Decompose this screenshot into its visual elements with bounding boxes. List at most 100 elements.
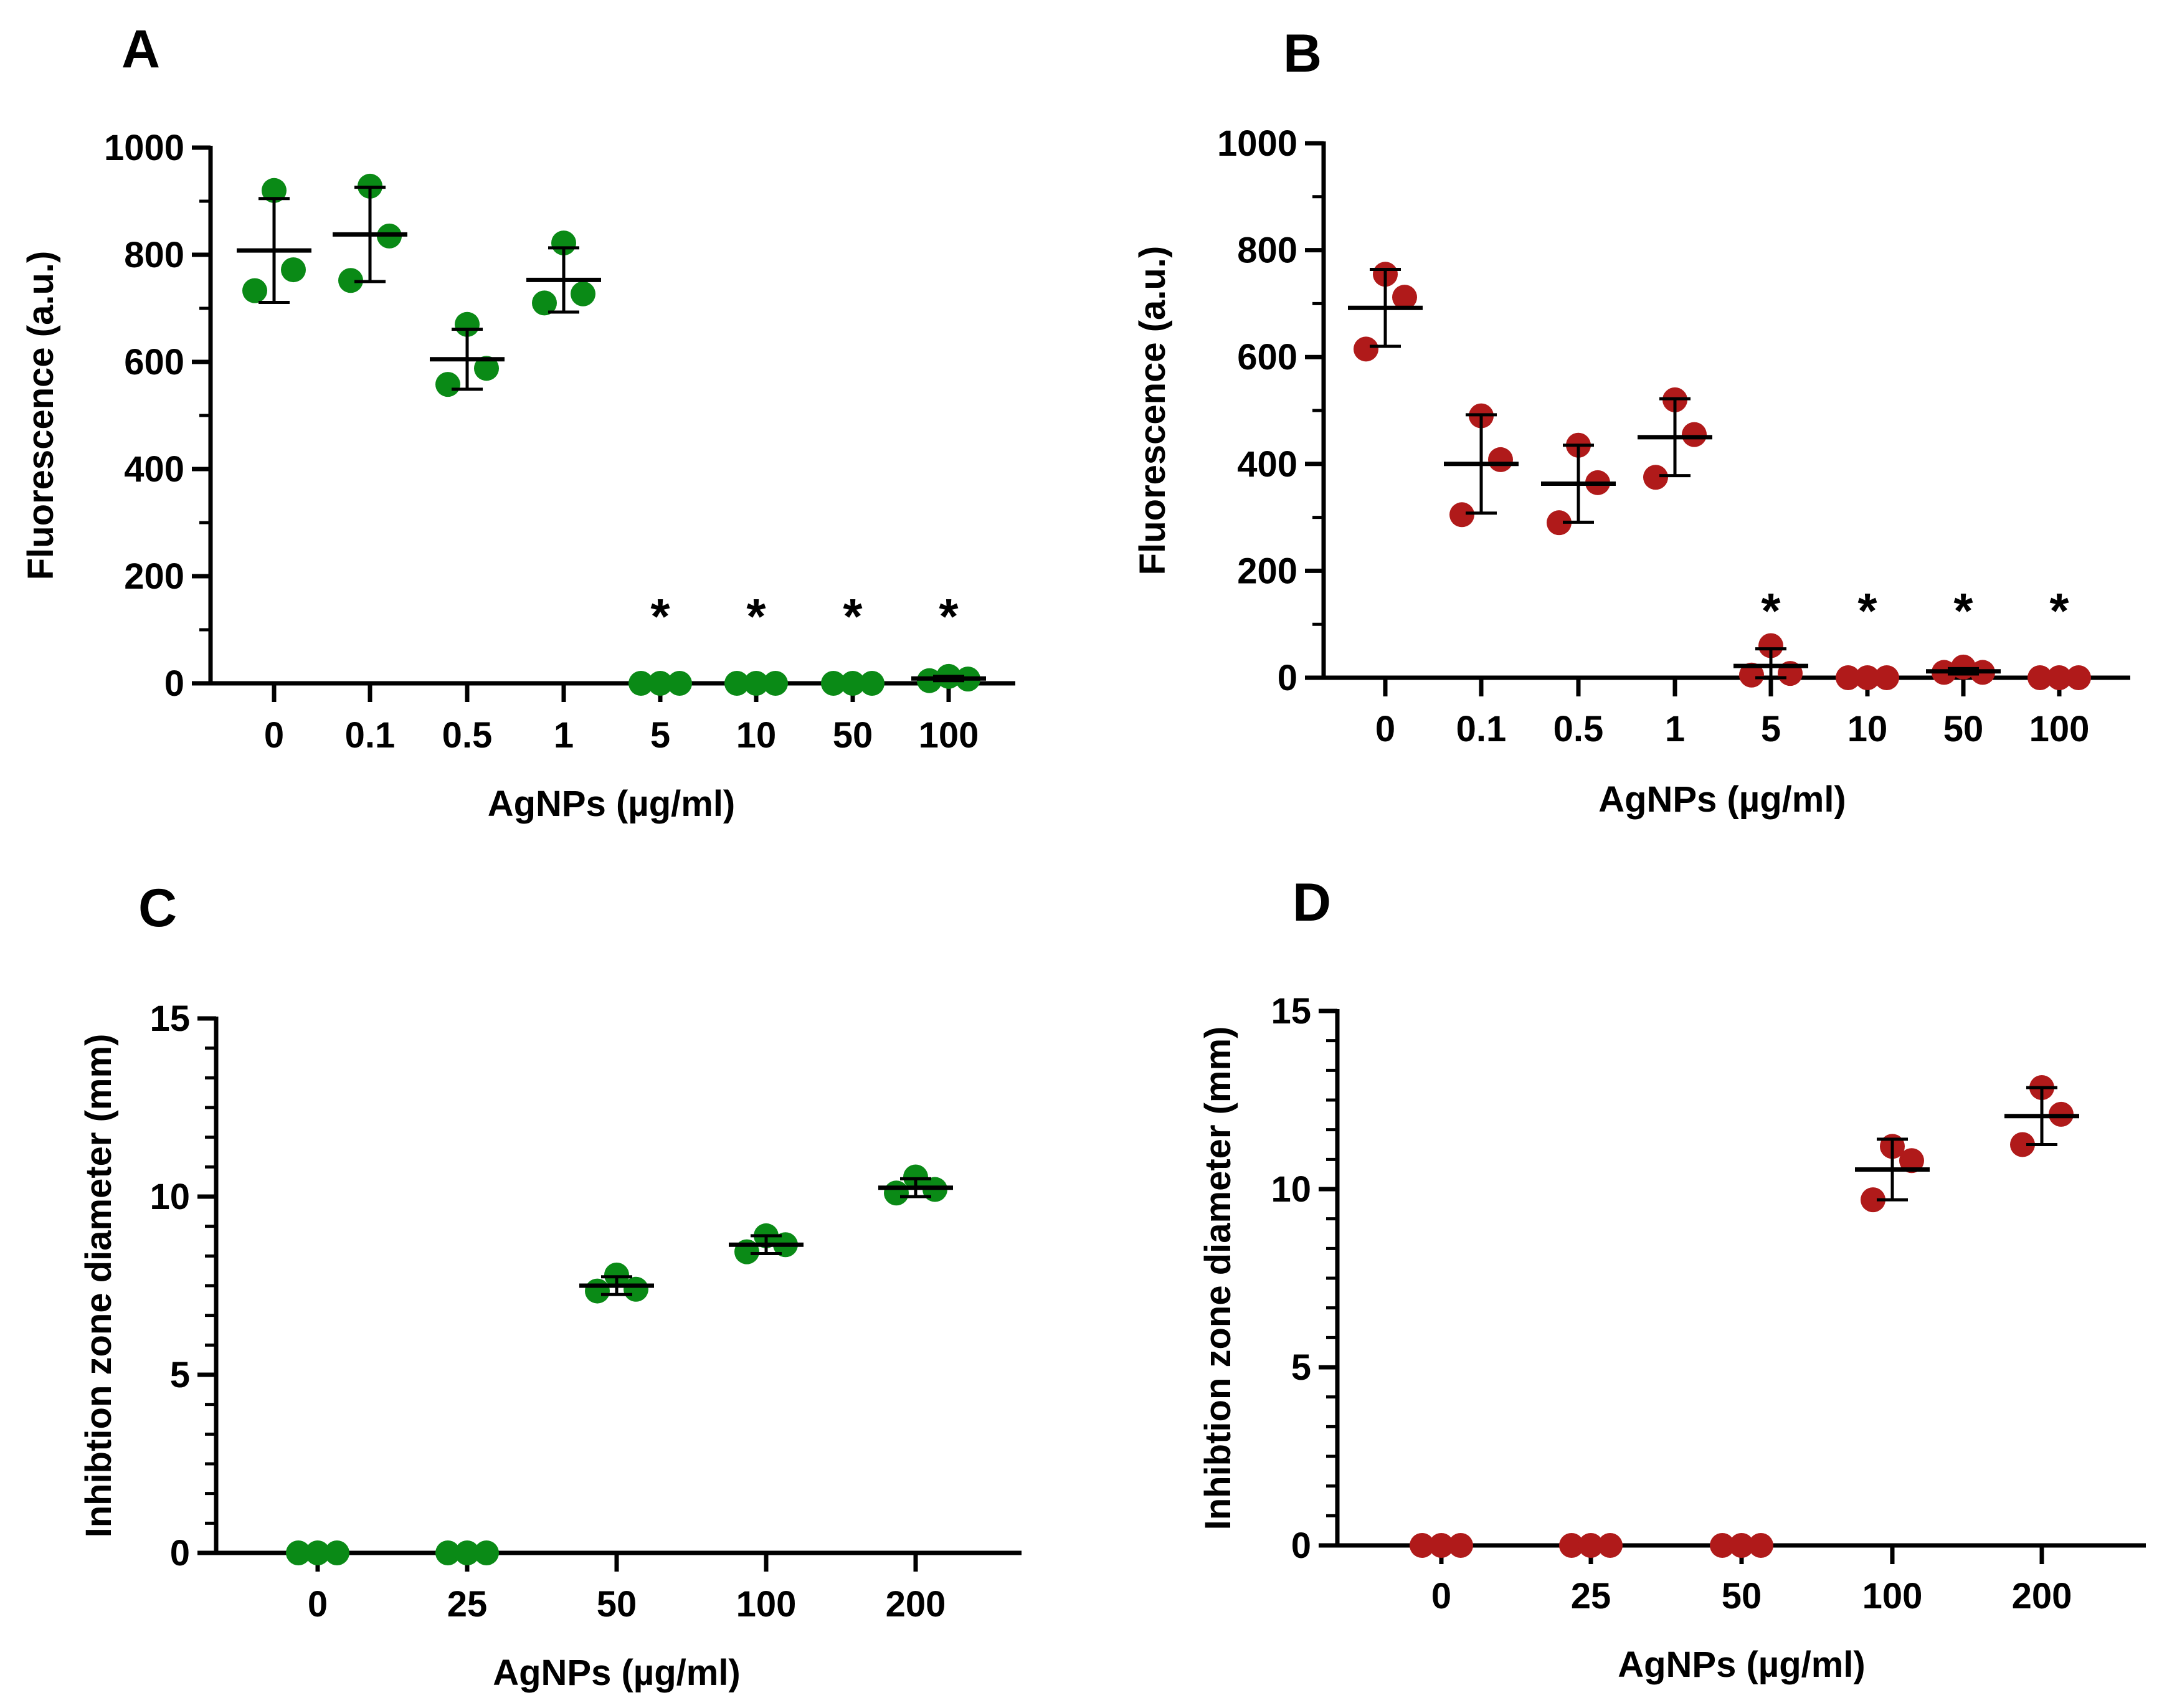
y-tick-label: 15 [149, 999, 190, 1039]
data-point [628, 671, 653, 696]
data-point [1643, 465, 1668, 490]
y-tick-label: 800 [124, 235, 184, 275]
significance-star: * [1953, 583, 1973, 638]
x-tick-label: 10 [1847, 709, 1888, 749]
data-point [585, 1278, 610, 1304]
x-axis-title: AgNPs (µg/ml) [1598, 779, 1846, 820]
panel-letter: B [1283, 24, 1322, 83]
x-tick-label: 10 [736, 715, 777, 756]
data-point [648, 671, 673, 696]
x-tick-label: 25 [1571, 1576, 1611, 1616]
data-point [1682, 422, 1707, 447]
data-point [325, 1540, 349, 1565]
x-tick-label: 50 [1943, 709, 1984, 749]
x-tick-label: 100 [919, 715, 979, 756]
y-axis-title: Inhibtion zone diameter (mm) [78, 1034, 119, 1538]
y-tick-label: 15 [1271, 991, 1311, 1032]
y-tick-label: 5 [1291, 1347, 1311, 1388]
data-point [860, 671, 884, 696]
data-point [840, 671, 865, 696]
panel-c: C 0 5 10 15 Inhibtion zone diameter (mm) AgNPs… [78, 878, 1022, 1693]
y-tick-label: 0 [170, 1533, 190, 1573]
significance-star: * [843, 589, 863, 644]
y-tick-label: 600 [1237, 337, 1297, 377]
data-point [435, 1540, 460, 1565]
data-point [1410, 1533, 1435, 1558]
data-point [281, 257, 306, 283]
data-point [1448, 1533, 1473, 1558]
panel-letter: C [138, 878, 177, 938]
x-tick-label: 1 [554, 715, 574, 756]
y-tick-label: 0 [1278, 658, 1297, 698]
data-point [604, 1262, 629, 1288]
data-point [1874, 665, 1899, 690]
data-point [1392, 285, 1417, 310]
x-axis-title: AgNPs (µg/ml) [1618, 1644, 1866, 1685]
x-tick-label: 200 [2012, 1576, 2072, 1616]
data-point [1748, 1533, 1773, 1558]
data-point [305, 1540, 330, 1565]
data-point [884, 1180, 909, 1206]
data-point [1488, 447, 1513, 472]
x-tick-label: 100 [2029, 709, 2090, 749]
x-tick-label: 5 [1761, 709, 1781, 749]
x-tick-label: 0.1 [1456, 709, 1507, 749]
data-point [1836, 665, 1861, 690]
y-tick-label: 600 [124, 342, 184, 382]
y-tick-label: 200 [124, 556, 184, 597]
data-point [2010, 1132, 2035, 1157]
y-tick-label: 1000 [1217, 123, 1297, 164]
data-point [571, 281, 595, 306]
x-tick-label: 100 [736, 1584, 797, 1625]
y-tick-label: 400 [1237, 444, 1297, 485]
significance-star: * [746, 589, 766, 644]
x-tick-label: 0.5 [442, 715, 493, 756]
data-point [2066, 665, 2091, 690]
x-tick-label: 100 [1862, 1576, 1923, 1616]
x-axis-title: AgNPs (µg/ml) [488, 784, 736, 824]
data-point [286, 1540, 311, 1565]
data-point [532, 290, 557, 316]
panel-d: D 0 5 10 15 Inhibtion zone diameter (mm) AgNPs… [1198, 873, 2146, 1685]
x-tick-label: 0 [264, 715, 284, 756]
significance-star: * [2049, 583, 2069, 638]
y-tick-label: 5 [170, 1355, 190, 1395]
data-point [1449, 502, 1474, 528]
data-point [667, 671, 692, 696]
data-point [474, 1540, 499, 1565]
x-tick-label: 1 [1665, 709, 1685, 749]
y-tick-label: 1000 [104, 128, 184, 168]
data-point [1710, 1533, 1735, 1558]
data-point [903, 1164, 928, 1190]
x-tick-label: 0.1 [345, 715, 396, 756]
data-point [435, 372, 460, 397]
data-point [338, 268, 363, 293]
data-point [1758, 633, 1783, 658]
data-point [2027, 665, 2052, 690]
x-tick-label: 0 [308, 1584, 328, 1625]
data-point [1429, 1533, 1454, 1558]
x-tick-label: 5 [650, 715, 670, 756]
data-point [1729, 1533, 1754, 1558]
x-tick-label: 0 [1375, 709, 1395, 749]
x-axis-title: AgNPs (µg/ml) [493, 1653, 741, 1693]
x-tick-label: 50 [833, 715, 873, 756]
y-axis-title: Inhibtion zone diameter (mm) [1198, 1027, 1238, 1530]
data-point [1598, 1533, 1623, 1558]
y-tick-label: 800 [1237, 230, 1297, 271]
x-tick-label: 0 [1431, 1576, 1451, 1616]
data-point [821, 671, 846, 696]
data-point [1578, 1533, 1603, 1558]
x-tick-label: 200 [886, 1584, 946, 1625]
y-tick-label: 10 [1271, 1169, 1311, 1210]
data-point [1354, 336, 1378, 362]
y-tick-label: 0 [1291, 1525, 1311, 1566]
significance-star: * [939, 589, 959, 644]
y-tick-label: 0 [164, 663, 184, 704]
panel-letter: D [1292, 873, 1331, 932]
data-point [1899, 1148, 1924, 1174]
y-axis-title: Fluorescence (a.u.) [1132, 246, 1173, 576]
y-tick-label: 10 [149, 1177, 190, 1217]
